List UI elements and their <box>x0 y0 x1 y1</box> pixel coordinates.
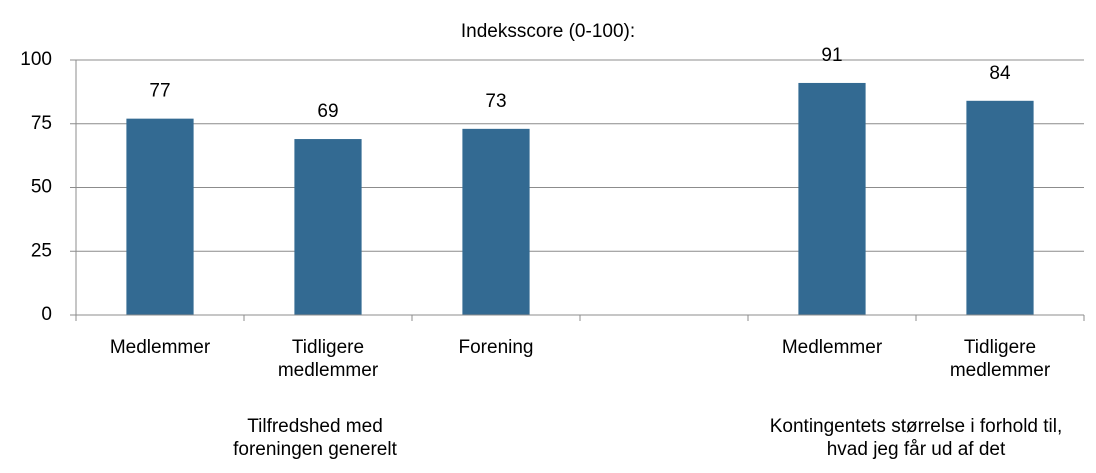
chart-title: Indeksscore (0-100): <box>461 21 635 42</box>
value-label: 69 <box>317 101 338 122</box>
y-tick-label: 50 <box>31 177 52 198</box>
value-label: 84 <box>989 63 1011 84</box>
x-tick-label: Tidligere medlemmer <box>949 337 1051 381</box>
bar <box>126 118 194 316</box>
group-label: Kontingentets størrelse i forhold til, h… <box>769 416 1063 460</box>
y-tick-label: 25 <box>31 240 52 261</box>
y-tick-label: 75 <box>31 113 52 134</box>
x-tick-label: Forening <box>458 337 534 358</box>
group-label: Tilfredshed med foreningen generelt <box>233 416 397 460</box>
bar <box>798 82 866 315</box>
bar <box>294 139 362 315</box>
value-label: 91 <box>821 45 842 66</box>
y-tick-label: 0 <box>41 304 52 325</box>
value-label: 73 <box>485 91 506 112</box>
x-tick-label: Medlemmer <box>109 337 211 358</box>
bar <box>462 128 530 315</box>
x-tick-label: Tidligere medlemmer <box>277 337 379 381</box>
bar <box>966 100 1034 315</box>
x-tick-label: Medlemmer <box>781 337 883 358</box>
y-tick-label: 100 <box>20 49 52 70</box>
value-label: 77 <box>149 81 170 102</box>
